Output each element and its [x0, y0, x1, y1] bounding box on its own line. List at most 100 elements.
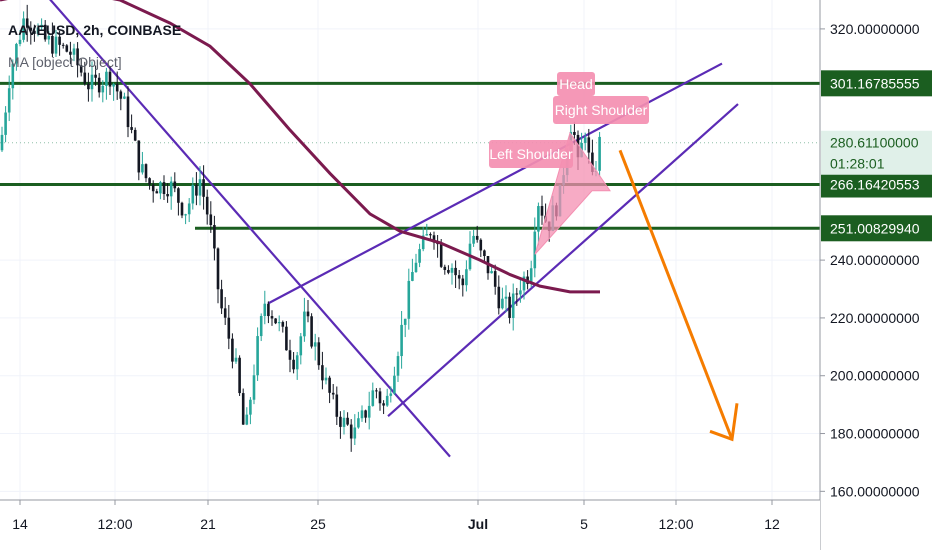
candle-body [490, 271, 493, 274]
candle-body [256, 336, 259, 376]
candle-body [101, 85, 105, 93]
time-tick-label: 12 [764, 516, 780, 532]
candle-body [209, 214, 213, 226]
candle-body [450, 267, 454, 273]
candle-body [475, 235, 479, 240]
moving-average-line [0, 0, 600, 294]
candle-body [133, 129, 137, 141]
candle-body [292, 359, 295, 370]
candle-body [7, 88, 11, 113]
countdown-label: 01:28:01 [830, 156, 885, 172]
candle-body [429, 234, 432, 236]
candle-body [51, 35, 54, 54]
candle-body [166, 194, 169, 197]
price-tick-label: 220.00000000 [830, 310, 920, 326]
candle-body [241, 393, 245, 425]
candle-body [15, 43, 18, 64]
time-tick-label: 12:00 [658, 516, 693, 532]
candle-body [396, 356, 400, 376]
candle-body [126, 96, 130, 128]
time-tick-label: 25 [310, 516, 326, 532]
candle-body [119, 91, 123, 99]
candle-body [421, 235, 425, 250]
candle-body [205, 196, 209, 215]
pattern-label-box [557, 72, 595, 96]
time-axis[interactable]: 14 12:00 21 25 Jul 5 12:00 12 [0, 499, 820, 550]
candle-body [349, 424, 353, 439]
candle-body [18, 39, 22, 44]
candle-body [249, 399, 252, 415]
last-price-label: 280.61100000 [830, 135, 919, 151]
pattern-label: Right Shoulder [555, 102, 648, 118]
projection-arrow [618, 149, 739, 442]
price-axis[interactable]: 320.00000000 240.00000000 220.00000000 200.… [819, 0, 932, 550]
candle-body [263, 303, 267, 317]
candle-body [105, 71, 108, 86]
candle-body [598, 136, 601, 171]
candle-body [454, 267, 457, 276]
candle-body [519, 290, 522, 295]
candle-body [439, 244, 443, 267]
candle-body [364, 410, 367, 418]
candle-body [447, 269, 450, 273]
candle-body [591, 152, 594, 172]
candle-body [472, 235, 475, 244]
candle-body [432, 235, 436, 243]
price-line-tag [821, 215, 932, 242]
candle-body [155, 191, 159, 194]
candle-body [213, 225, 216, 249]
candle-body [216, 248, 220, 290]
candle-body [69, 51, 72, 55]
candle-body [493, 271, 497, 287]
candle-body [144, 164, 148, 179]
candle-body [407, 280, 411, 319]
candle-body [331, 392, 335, 395]
price-tick-label: 200.00000000 [830, 368, 920, 384]
candle-body [346, 417, 349, 425]
candle-body [303, 311, 306, 337]
candle-body [151, 184, 155, 192]
candle-body [47, 35, 51, 40]
candle-body [90, 74, 94, 90]
price-tick-label: 320.00000000 [830, 21, 920, 37]
candle-body [245, 414, 249, 425]
candle-body [11, 63, 15, 89]
candle-body [443, 266, 447, 270]
candle-body [483, 250, 486, 257]
symbol-title: AAVEUSD, 2h, COINBASE [8, 22, 182, 38]
candle-body [371, 390, 375, 406]
candle-body [33, 30, 36, 34]
candle-body [385, 395, 389, 406]
candle-body [180, 202, 184, 216]
trend-line [387, 103, 739, 418]
candle-body [141, 164, 144, 173]
candlesticks [0, 4, 601, 452]
price-line-tag [821, 171, 932, 198]
candle-body [465, 269, 468, 286]
candle-body [231, 338, 234, 362]
candle-body [29, 27, 33, 31]
candle-body [76, 48, 79, 66]
candle-body [177, 188, 180, 203]
candle-body [65, 45, 69, 52]
candle-body [43, 24, 47, 40]
candle-body [425, 234, 429, 236]
candle-body [411, 272, 414, 281]
candle-body [306, 311, 310, 317]
candle-body [461, 278, 465, 286]
candle-body [58, 36, 61, 45]
candle-body [22, 18, 25, 40]
candle-body [321, 365, 324, 381]
pattern-label-box [553, 96, 649, 124]
candle-body [238, 357, 241, 394]
candle-body [522, 276, 526, 291]
candle-body [295, 355, 299, 370]
candle-body [94, 74, 97, 78]
price-line-label: 301.16785555 [830, 75, 920, 91]
pattern-triangle [534, 131, 611, 255]
indicator-legend: MA [object Object] [8, 54, 122, 70]
last-price-tag [821, 130, 932, 175]
candle-body [299, 336, 303, 356]
candle-body [382, 403, 385, 406]
